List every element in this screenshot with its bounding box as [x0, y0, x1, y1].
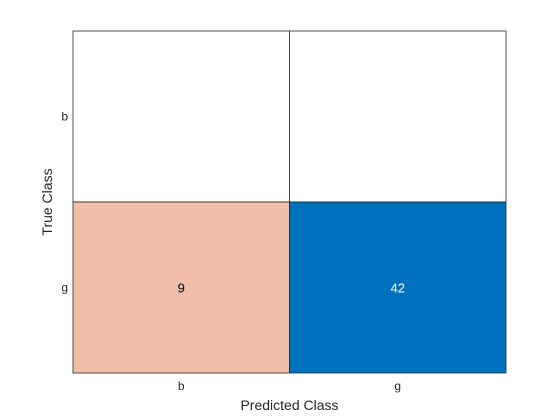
- y-tick-label-b: b: [61, 110, 68, 124]
- x-tick-label-g: g: [394, 379, 401, 393]
- cell-rb-cg: [289, 30, 507, 203]
- y-tick-label-g: g: [61, 281, 68, 295]
- cell-labels-layer: 9 42: [178, 281, 405, 296]
- cell-rg-cg: [289, 201, 507, 374]
- ticks-layer: b g b g: [61, 110, 401, 394]
- cell-rb-cb: [72, 30, 290, 203]
- cell-rg-cb: [72, 201, 290, 374]
- cell-value-rg-cb: 9: [178, 281, 185, 296]
- cell-value-rg-cg: 42: [391, 281, 405, 296]
- x-axis-label: Predicted Class: [240, 397, 338, 413]
- y-axis-label: True Class: [39, 168, 55, 235]
- x-tick-label-b: b: [178, 379, 185, 393]
- cells-layer: [72, 30, 507, 374]
